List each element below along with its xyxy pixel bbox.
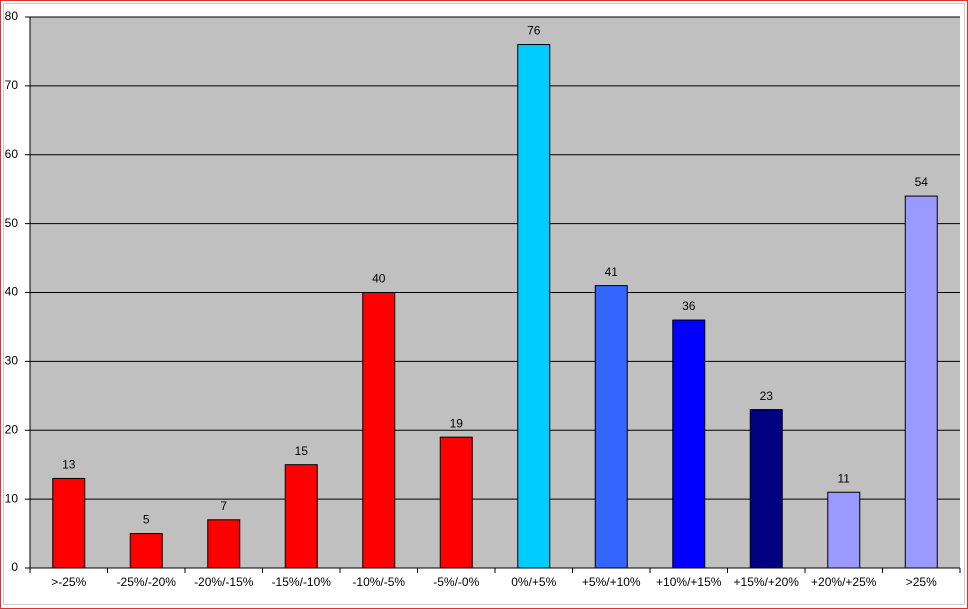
x-tick-label: >-25% — [51, 575, 86, 589]
x-tick-label: +20%/+25% — [811, 575, 877, 589]
x-tick-label: 0%/+5% — [511, 575, 556, 589]
data-label: 11 — [838, 471, 851, 485]
data-label: 19 — [450, 416, 464, 430]
data-label: 7 — [220, 499, 227, 513]
bar — [439, 436, 473, 569]
y-tick-label: 20 — [5, 422, 19, 436]
x-tick-label: -5%/-0% — [433, 575, 479, 589]
y-tick-label: 50 — [5, 216, 19, 230]
bar — [284, 464, 318, 569]
bar — [52, 477, 86, 569]
bar — [904, 195, 938, 569]
data-label: 76 — [527, 24, 541, 38]
x-tick-label: -15%/-10% — [272, 575, 332, 589]
x-tick-label: -25%/-20% — [117, 575, 177, 589]
y-tick-label: 40 — [5, 285, 19, 299]
data-label: 13 — [62, 458, 76, 472]
data-label: 36 — [682, 299, 696, 313]
bar — [362, 292, 396, 569]
x-tick-label: +15%/+20% — [734, 575, 800, 589]
bar — [672, 319, 706, 569]
x-tick-label: -10%/-5% — [352, 575, 405, 589]
data-label: 23 — [760, 389, 774, 403]
x-tick-label: >25% — [906, 575, 937, 589]
x-tick-label: +10%/+15% — [656, 575, 722, 589]
y-tick-label: 30 — [5, 354, 19, 368]
bar — [594, 285, 628, 569]
data-label: 15 — [295, 444, 309, 458]
x-tick-label: +5%/+10% — [582, 575, 641, 589]
data-label: 5 — [143, 513, 150, 527]
data-label: 41 — [605, 265, 619, 279]
y-tick-label: 80 — [5, 9, 19, 23]
data-label: 40 — [372, 272, 386, 286]
bar — [129, 533, 163, 569]
y-tick-label: 10 — [5, 491, 19, 505]
y-tick-label: 70 — [5, 78, 19, 92]
y-tick-label: 60 — [5, 147, 19, 161]
bar — [207, 519, 241, 569]
y-tick-label: 0 — [11, 560, 18, 574]
bar — [749, 409, 783, 569]
bar — [827, 491, 861, 569]
data-label: 54 — [915, 175, 929, 189]
x-tick-label: -20%/-15% — [194, 575, 254, 589]
bar — [517, 44, 551, 569]
